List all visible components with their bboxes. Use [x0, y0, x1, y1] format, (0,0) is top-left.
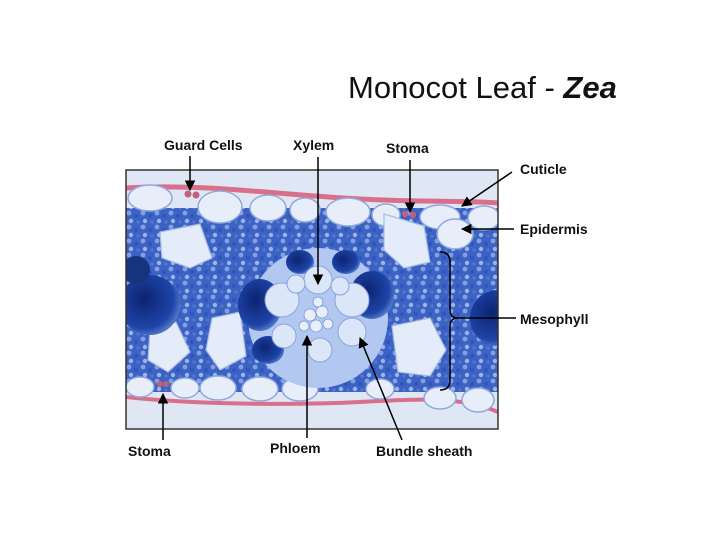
micrograph-frame [125, 169, 499, 430]
stoma-top-label: Stoma [386, 140, 429, 156]
stoma-bottom-label: Stoma [128, 443, 171, 459]
pale-parenchyma-cells [147, 213, 447, 377]
phloem-label: Phloem [270, 440, 321, 456]
lower-epidermis [126, 375, 495, 413]
stoma-bottom-cells [157, 381, 169, 387]
central-vascular-bundle [238, 248, 394, 388]
left-vascular-bundle-small [126, 256, 150, 284]
epidermis-label: Epidermis [520, 221, 588, 237]
mesophyll-label: Mesophyll [520, 311, 589, 327]
xylem-label: Xylem [293, 137, 335, 153]
title-main: Monocot Leaf - [348, 70, 564, 105]
bundle-sheath-label: Bundle sheath [376, 443, 473, 459]
slide-title: Monocot Leaf - Zea [348, 70, 617, 106]
guard-cells-top [184, 190, 200, 199]
cuticle-label: Cuticle [520, 161, 567, 177]
left-vascular-bundle [126, 275, 180, 335]
title-genus: Zea [563, 70, 617, 105]
guard-cells-label: Guard Cells [164, 137, 243, 153]
